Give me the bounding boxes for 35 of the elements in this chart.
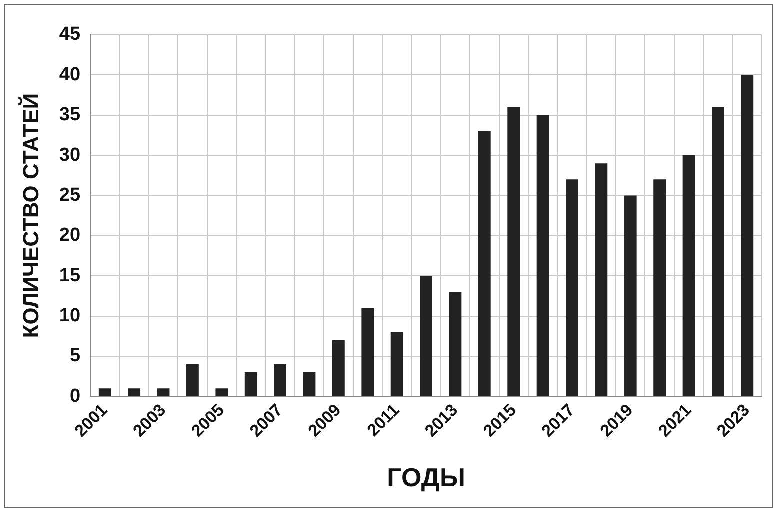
bar [595, 164, 608, 396]
bar [478, 131, 491, 396]
y-tick-label: 25 [59, 184, 81, 206]
bar [332, 340, 345, 396]
y-tick-label: 5 [70, 346, 81, 367]
y-tick-label: 45 [59, 24, 81, 46]
bar [420, 276, 432, 396]
y-tick-label: 30 [59, 144, 81, 166]
bar [449, 292, 462, 396]
y-tick-label: 10 [59, 306, 81, 327]
x-axis-title: ГОДЫ [387, 462, 466, 493]
bar [128, 388, 141, 396]
bar [390, 332, 404, 396]
y-tick-label: 35 [59, 104, 81, 126]
bar [303, 372, 316, 396]
bar [536, 115, 550, 396]
bar [186, 364, 199, 396]
y-tick-label: 15 [59, 265, 81, 286]
bar [741, 75, 754, 396]
bar [274, 364, 286, 396]
y-tick-label: 40 [59, 64, 81, 86]
y-tick-label: 20 [59, 225, 81, 246]
bar [362, 308, 374, 396]
bar [566, 180, 578, 396]
bar [712, 107, 724, 396]
bar [216, 388, 228, 396]
y-tick-label: 0 [70, 386, 81, 407]
bar [624, 196, 637, 396]
bar [508, 107, 520, 396]
bar [654, 180, 666, 396]
bar [98, 388, 112, 396]
bar [157, 388, 170, 396]
bar [682, 156, 696, 396]
bar [244, 372, 258, 396]
y-axis-title: КОЛИЧЕСТВО СТАТЕЙ [18, 93, 44, 338]
